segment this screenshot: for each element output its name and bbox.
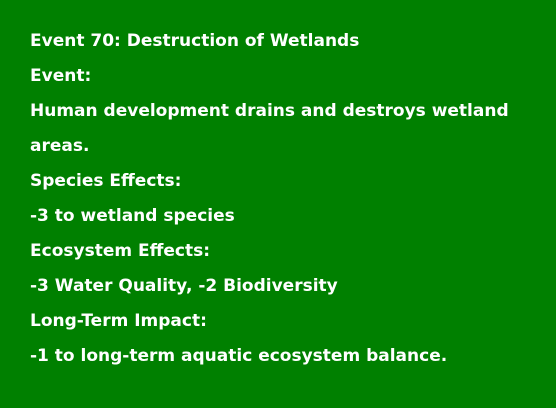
- long-term-impact-heading: Long-Term Impact:: [30, 311, 207, 331]
- event-title: Event 70: Destruction of Wetlands: [30, 31, 360, 51]
- event-description: Human development drains and destroys we…: [30, 101, 509, 156]
- long-term-impact-text: -1 to long-term aquatic ecosystem balanc…: [30, 346, 448, 366]
- species-effects-text: -3 to wetland species: [30, 206, 235, 226]
- ecosystem-effects-text: -3 Water Quality, -2 Biodiversity: [30, 276, 338, 296]
- ecosystem-effects-heading: Ecosystem Effects:: [30, 241, 211, 261]
- species-effects-heading: Species Effects:: [30, 171, 182, 191]
- event-heading: Event:: [30, 66, 92, 86]
